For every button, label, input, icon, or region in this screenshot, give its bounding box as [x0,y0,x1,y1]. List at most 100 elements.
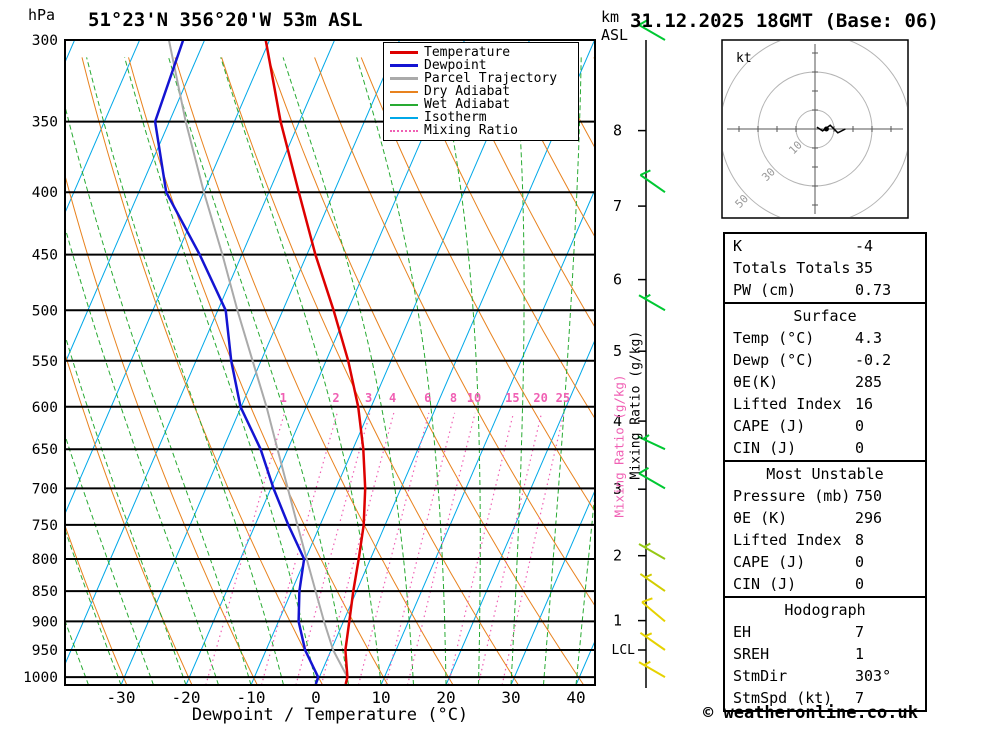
legend-label: Parcel Trajectory [424,71,558,86]
mixing-ratio-axis-label: Mixing Ratio (g/kg) [628,330,644,480]
wind-barb [639,631,666,651]
section-header: Most Unstable [766,465,884,483]
cell-label: PW (cm) [733,281,797,299]
cell-value: 35 [855,259,874,277]
cell-value: 296 [855,509,883,527]
indices-section-surface: Surface Temp (°C) 4.3 Dewp (°C) -0.2 θE(K)… [723,302,927,462]
table-row: PW (cm) 0.73 [725,279,925,301]
table-row: θE(K) 285 [725,371,925,393]
temperature-tick-label: 0 [311,688,321,707]
cell-label: Lifted Index [733,531,842,549]
cell-label: CIN (J) [733,575,797,593]
wind-barb [638,18,666,41]
temperature-axis-title: Dewpoint / Temperature (°C) [191,705,469,725]
mixing-ratio-axis-label-pink: Mixing Ratio (g/kg) [611,374,627,518]
cell-value: 0 [855,575,865,593]
page-title: 51°23'N 356°20'W 53m ASL [88,9,363,31]
table-row: EH 7 [725,621,925,643]
cell-value: 4.3 [855,329,883,347]
legend-row-dewpoint: Dewpoint [388,58,574,73]
table-row: Lifted Index 16 [725,393,925,415]
cell-label: θE(K) [733,373,779,391]
mixing-ratio-value-label: 4 [389,391,396,405]
isotherm-line-sample [390,116,418,119]
table-row: θE (K) 296 [725,507,925,529]
km-tick-label: 3 [613,480,622,498]
mixing-ratio-value-label: 8 [450,391,457,405]
valid-datetime: 31.12.2025 18GMT (Base: 06) [630,10,939,32]
cell-label: Temp (°C) [733,329,815,347]
pressure-tick-label: 600 [32,400,58,416]
cell-value: 0 [855,417,865,435]
cell-label: StmSpd (kt) [733,689,833,707]
table-row: CAPE (J) 0 [725,415,925,437]
section-header: Surface [793,307,857,325]
legend-row-parcel: Parcel Trajectory [388,71,574,86]
pressure-tick-label: 550 [32,354,58,370]
legend-row-dry-adiabat: Dry Adiabat [388,84,574,99]
legend-row-mixing-ratio: Mixing Ratio [388,123,574,138]
cell-value: 750 [855,487,883,505]
cell-value: -4 [855,237,874,255]
table-row: Pressure (mb) 750 [725,485,925,507]
mixing-ratio-value-label: 3 [365,391,372,405]
table-row: Temp (°C) 4.3 [725,327,925,349]
legend-label: Isotherm [424,110,487,125]
cell-label: CAPE (J) [733,553,806,571]
wind-barb [638,542,666,560]
background-grid [65,40,595,685]
temperature-tick-label: 40 [566,688,585,707]
cell-label: Lifted Index [733,395,842,413]
pressure-tick-label: 800 [32,552,58,568]
km-tick-label: 1 [613,612,622,630]
legend-row-temperature: Temperature [388,45,574,60]
cell-label: SREH [733,645,770,663]
cell-value: 7 [855,689,865,707]
km-axis-label: km [601,8,620,26]
pressure-tick-label: 450 [32,248,58,264]
legend-label: Dewpoint [424,58,487,73]
pressure-tick-label: 500 [32,303,58,319]
legend-label: Temperature [424,45,511,60]
cell-value: 0.73 [855,281,892,299]
wind-barb [638,660,666,678]
cell-label: Totals Totals [733,259,851,277]
section-header: Hodograph [784,601,866,619]
temperature-tick-label: -20 [172,688,201,707]
lcl-label: LCL [612,643,636,658]
parcel-trajectory-curve [167,40,349,685]
pressure-tick-label: 650 [32,442,58,458]
indices-section-general: K -4 Totals Totals 35 PW (cm) 0.73 [723,232,927,304]
temperature-tick-label: 30 [501,688,520,707]
pressure-tick-label: 750 [32,518,58,534]
temperature-curve [264,40,367,685]
legend-label: Wet Adiabat [424,97,511,112]
dry-adiabat-line-sample [390,90,418,93]
km-tick-label: 5 [613,342,622,360]
hodograph-unit-label: kt [736,51,752,66]
cell-value: 0 [855,439,865,457]
table-row: CIN (J) 0 [725,437,925,459]
temperature-tick-label: 20 [436,688,455,707]
pressure-tick-label: 350 [32,115,58,131]
cell-value: 16 [855,395,874,413]
cell-value: 0 [855,553,865,571]
table-row: Lifted Index 8 [725,529,925,551]
asl-axis-label: ASL [601,26,629,44]
cell-value: 1 [855,645,865,663]
cell-value: 7 [855,623,865,641]
copyright-text: © weatheronline.co.uk [703,703,918,723]
km-tick-label: 7 [613,197,622,215]
table-row: Dewp (°C) -0.2 [725,349,925,371]
table-row: SREH 1 [725,643,925,665]
hodograph-trace [816,124,846,134]
cell-label: Pressure (mb) [733,487,851,505]
pressure-tick-label: 950 [32,643,58,659]
temperature-tick-label: 10 [371,688,390,707]
mixing-ratio-value-label: 15 [505,391,519,405]
cell-label: θE (K) [733,509,788,527]
indices-section-hodograph: Hodograph EH 7 SREH 1 StmDir 303° StmSpd (k… [723,596,927,712]
wet-adiabat-line-sample [390,103,418,106]
cell-label: Dewp (°C) [733,351,815,369]
